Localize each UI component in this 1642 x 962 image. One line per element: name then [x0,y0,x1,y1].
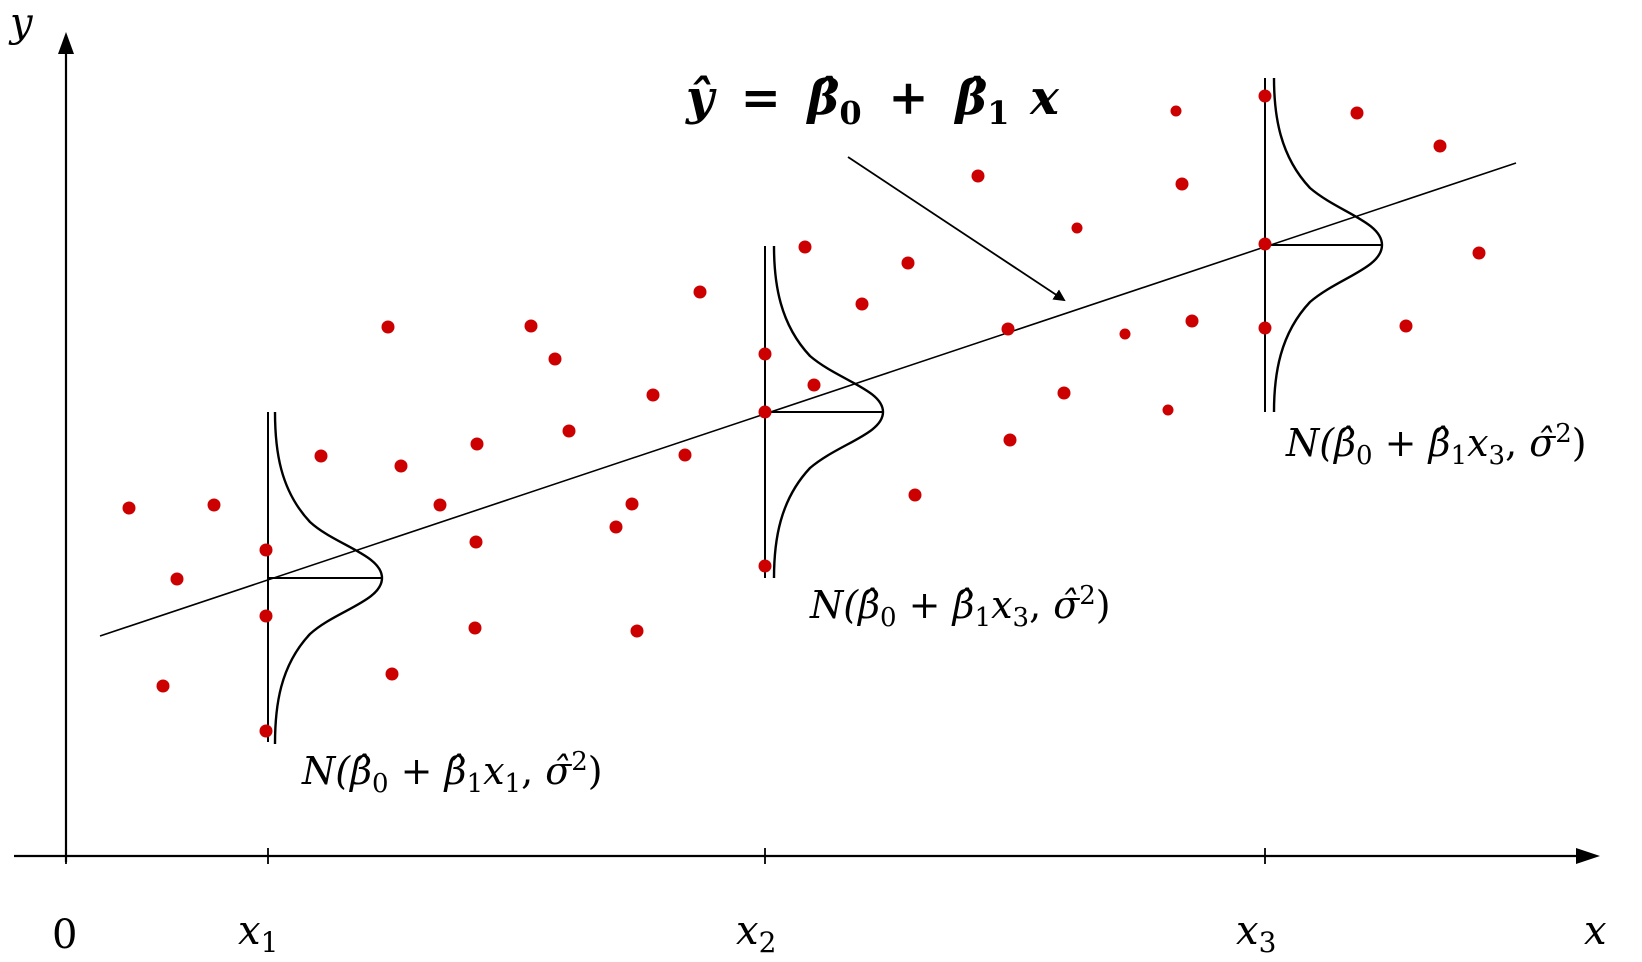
equation-pointer-arrow [847,156,1066,302]
scatter-point [433,498,447,512]
distribution-label-x3: N(β̂0 + β̂1x3, σ̂2) [1285,419,1587,471]
scatter-point [170,572,184,586]
distribution-x3 [1264,77,1384,413]
scatter-point [908,488,922,502]
scatter-point [758,347,772,361]
scatter-point [758,405,772,419]
scatter-point [646,388,660,402]
distribution-x1 [267,411,384,745]
scatter-point [259,609,273,623]
scatter-point [1433,139,1447,153]
distribution-label-x1: N(β̂0 + β̂1x1, σ̂2) [301,747,603,799]
tick-label-x2: x2 [736,908,776,959]
tick-label-x3: x3 [1236,908,1276,959]
regression-equation: ŷ = β̂0 + β̂1 x [685,70,1060,136]
scatter-point [385,667,399,681]
scatter-point [1001,322,1015,336]
scatter-point [625,497,639,511]
equation-lhs: ŷ [685,70,717,126]
scatter-point [1003,433,1017,447]
y-axis-arrowhead [58,32,74,54]
scatter-point [259,724,273,738]
scatter-point [524,319,538,333]
scatter-point [1071,222,1083,234]
scatter-point [470,437,484,451]
scatter-point [971,169,985,183]
scatter-point [259,543,273,557]
scatter-point [1185,314,1199,328]
scatter-point [798,240,812,254]
scatter-point [678,448,692,462]
scatter-point [1057,386,1071,400]
scatter-point [548,352,562,366]
scatter-point [693,285,707,299]
scatter-point [855,297,869,311]
scatter-point [1175,177,1189,191]
scatter-point [562,424,576,438]
scatter-point [609,520,623,534]
scatter-point [469,535,483,549]
distribution-x2 [764,245,885,579]
x-axis-arrowhead [1576,848,1600,864]
distribution-x1-curve [273,411,384,745]
x-axis-label: x [1584,908,1607,954]
scatter-point [758,559,772,573]
scatter-point [122,501,136,515]
scatter-point [1119,328,1131,340]
y-axis-label: y [8,0,34,46]
scatter-point [1162,404,1174,416]
scatter-point [1258,321,1272,335]
scatter-point [1258,89,1272,103]
scatter-point [1258,237,1272,251]
scatter-point [1350,106,1364,120]
scatter-point [156,679,170,693]
scatter-point [901,256,915,270]
distribution-x2-curve [772,245,885,579]
scatter-point [381,320,395,334]
scatter-point [1472,246,1486,260]
scatter-point [314,449,328,463]
scatter-points [122,89,1486,738]
scatter-point [807,378,821,392]
scatter-point [207,498,221,512]
scatter-point [1170,105,1182,117]
origin-label: 0 [52,912,77,958]
regression-line [99,162,1517,637]
distribution-x3-curve [1272,77,1384,413]
scatter-point [468,621,482,635]
scatter-point [394,459,408,473]
scatter-point [630,624,644,638]
tick-label-x1: x1 [238,908,278,959]
distribution-label-x2: N(β̂0 + β̂1x3, σ̂2) [809,581,1111,633]
scatter-point [1399,319,1413,333]
